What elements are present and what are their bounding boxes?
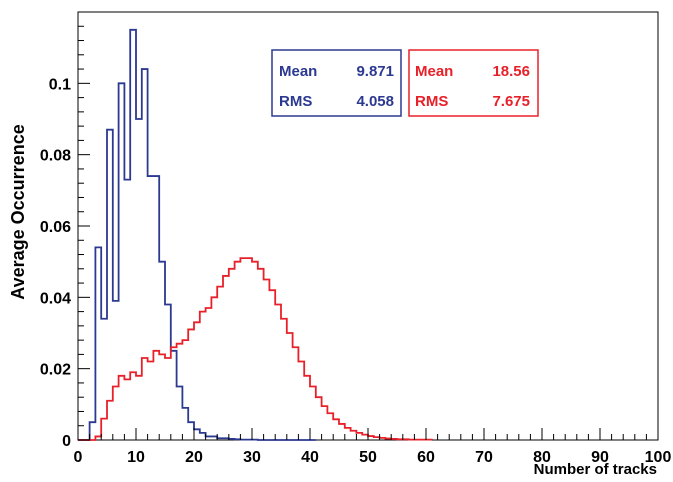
x-tick-label: 0: [74, 449, 83, 466]
y-tick-label: 0.06: [40, 219, 71, 236]
stats-box-series-2: Mean 18.56 RMS 7.675: [408, 49, 539, 117]
series-1-histogram: [78, 28, 316, 441]
stats-rms-value: 4.058: [356, 93, 394, 110]
tick-label-layer: 0 10 20 30 40 50 60 70 80 90 100 0 0.02 0.04 0.06 0.08 0…: [40, 76, 672, 466]
axes-layer: [77, 11, 659, 441]
x-tick-label: 80: [533, 449, 551, 466]
stats-rms-value: 7.675: [492, 93, 530, 110]
stats-rms-label: RMS: [415, 93, 448, 110]
stats-mean-label: Mean: [415, 63, 453, 80]
x-tick-label: 30: [243, 449, 261, 466]
series-2-histogram: [78, 257, 433, 441]
x-tick-label: 40: [301, 449, 319, 466]
stats-box-frame: [408, 49, 539, 117]
x-tick-label: 70: [475, 449, 493, 466]
y-axis-title: Average Occurrence: [8, 124, 28, 299]
y-tick-label: 0.04: [40, 290, 71, 307]
stats-box-frame: [271, 49, 402, 117]
x-tick-label: 100: [645, 449, 672, 466]
y-tick-label: 0: [62, 433, 71, 450]
series-layer: [78, 28, 433, 441]
stats-mean-value: 18.56: [492, 63, 530, 80]
y-tick-label: 0.02: [40, 362, 71, 379]
stats-mean-value: 9.871: [356, 63, 394, 80]
stats-rms-label: RMS: [279, 93, 312, 110]
y-tick-label: 0.08: [40, 148, 71, 165]
x-tick-label: 60: [417, 449, 435, 466]
x-tick-label: 20: [185, 449, 203, 466]
x-tick-label: 10: [127, 449, 145, 466]
stats-box-series-1: Mean 9.871 RMS 4.058: [271, 49, 402, 117]
x-tick-label: 50: [359, 449, 377, 466]
y-tick-label: 0.1: [49, 76, 71, 93]
x-axis-title: Number of tracks: [534, 461, 657, 478]
x-tick-label: 90: [591, 449, 609, 466]
stats-mean-label: Mean: [279, 63, 317, 80]
